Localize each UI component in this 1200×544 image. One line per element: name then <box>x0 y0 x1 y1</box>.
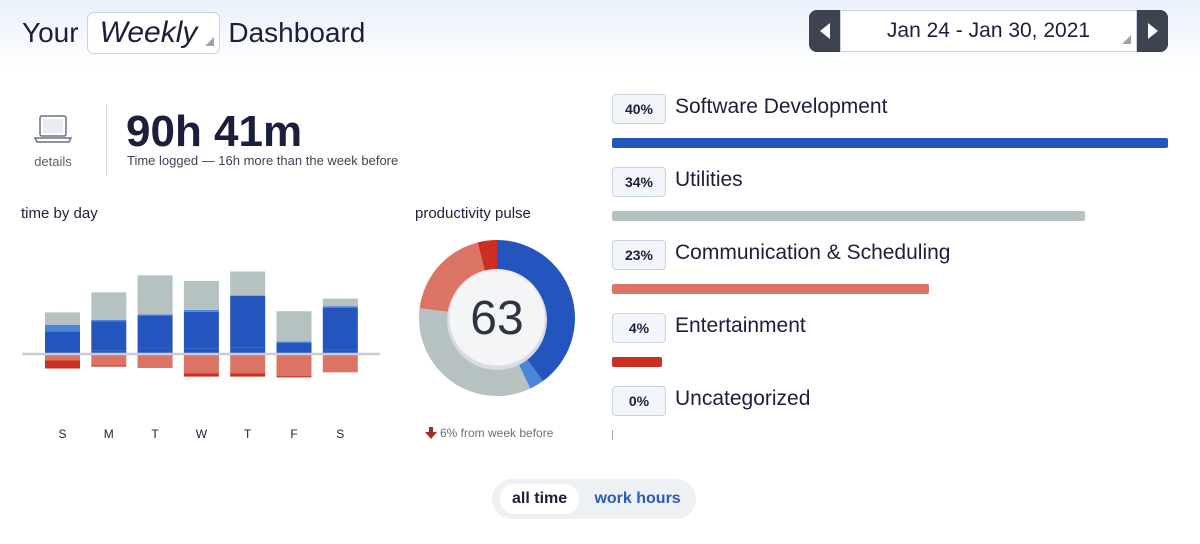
pulse-change: 6% from week before <box>425 426 553 440</box>
bar-segment-2-0[interactable] <box>137 348 173 354</box>
select-caret-icon <box>1122 35 1131 44</box>
bar-segment-5-5[interactable] <box>276 376 312 378</box>
previous-week-button[interactable] <box>809 10 840 52</box>
details-button[interactable]: details <box>24 114 82 169</box>
bar-segment-1-2[interactable] <box>91 320 127 322</box>
bar-segment-3-1[interactable] <box>183 311 219 349</box>
category-name: Entertainment <box>675 314 806 337</box>
bar-segment-1-3[interactable] <box>91 292 127 320</box>
title-prefix: Your <box>22 17 79 48</box>
category-name: Uncategorized <box>675 387 811 410</box>
bar-segment-0-5[interactable] <box>45 360 80 369</box>
work-hours-button[interactable]: work hours <box>594 490 681 507</box>
bar-segment-4-3[interactable] <box>230 271 266 296</box>
category-name: Software Development <box>675 95 888 118</box>
period-select-value: Weekly <box>99 16 198 49</box>
bar-segment-2-3[interactable] <box>137 275 173 315</box>
category-percent: 40% <box>612 94 666 124</box>
date-range-select[interactable]: Jan 24 - Jan 30, 2021 <box>840 10 1137 52</box>
day-tick-label: F <box>290 427 297 441</box>
date-range-label: Jan 24 - Jan 30, 2021 <box>886 19 1091 42</box>
bar-segment-4-5[interactable] <box>230 373 266 377</box>
bar-segment-6-2[interactable] <box>322 306 358 308</box>
bar-segment-3-2[interactable] <box>183 309 219 312</box>
bar-segment-2-5[interactable] <box>137 367 173 368</box>
category-bar <box>612 211 1085 221</box>
bar-segment-6-0[interactable] <box>322 349 358 354</box>
productivity-pulse-title: productivity pulse <box>415 205 531 222</box>
chevron-right-icon <box>1147 23 1158 39</box>
bar-segment-4-4[interactable] <box>230 354 266 374</box>
bar-segment-0-3[interactable] <box>45 312 80 325</box>
pulse-slice-3[interactable] <box>419 242 485 312</box>
bar-segment-1-0[interactable] <box>91 350 127 354</box>
chevron-left-icon <box>819 23 830 39</box>
category-name: Utilities <box>675 168 743 191</box>
category-percent: 4% <box>612 313 666 343</box>
bar-segment-3-0[interactable] <box>183 348 219 354</box>
day-tick-label: M <box>104 427 114 441</box>
time-by-day-title: time by day <box>21 205 98 222</box>
bar-segment-5-1[interactable] <box>276 342 312 352</box>
title-suffix: Dashboard <box>228 17 366 48</box>
productivity-pulse[interactable]: 63 <box>415 236 579 400</box>
pulse-center <box>448 269 546 367</box>
day-tick-label: S <box>58 427 66 441</box>
pulse-slice-2[interactable] <box>419 308 531 396</box>
bar-segment-6-3[interactable] <box>322 298 358 307</box>
date-navigator: Jan 24 - Jan 30, 2021 <box>809 10 1168 52</box>
bar-segment-3-3[interactable] <box>183 280 219 310</box>
dashboard-title: Your Weekly Dashboard <box>22 12 365 54</box>
category-bar <box>612 430 613 440</box>
summary-divider <box>106 104 107 176</box>
pulse-slice-0[interactable] <box>497 240 575 382</box>
total-time-subtitle: Time logged — 16h more than the week bef… <box>127 153 399 168</box>
day-tick-label: T <box>244 427 252 441</box>
bar-segment-1-5[interactable] <box>91 365 127 367</box>
productivity-pulse-donut <box>419 240 575 396</box>
category-name: Communication & Scheduling <box>675 241 951 264</box>
pulse-score: 63 <box>470 291 524 345</box>
time-filter-toggle: all time work hours <box>492 479 696 519</box>
bar-segment-5-4[interactable] <box>276 354 312 377</box>
next-week-button[interactable] <box>1137 10 1168 52</box>
bar-segment-3-4[interactable] <box>183 354 219 374</box>
bar-segment-1-1[interactable] <box>91 321 127 351</box>
category-percent: 23% <box>612 240 666 270</box>
bar-segment-4-1[interactable] <box>230 296 266 348</box>
bar-segment-3-5[interactable] <box>183 373 219 377</box>
category-bar <box>612 357 662 367</box>
bar-segment-4-2[interactable] <box>230 295 266 296</box>
category-percent: 34% <box>612 167 666 197</box>
select-caret-icon <box>205 37 215 46</box>
bar-segment-6-1[interactable] <box>322 308 358 350</box>
bar-segment-5-3[interactable] <box>276 311 312 342</box>
bar-segment-0-4[interactable] <box>45 354 80 361</box>
category-percent: 0% <box>612 386 666 416</box>
bar-segment-2-2[interactable] <box>137 314 173 316</box>
pulse-change-text: 6% from week before <box>440 426 554 440</box>
details-label: details <box>34 154 72 169</box>
day-tick-label: S <box>336 427 344 441</box>
pulse-slice-4[interactable] <box>477 240 497 271</box>
total-time: 90h 41m <box>126 107 303 156</box>
pulse-slice-1[interactable] <box>517 357 543 389</box>
bar-segment-6-4[interactable] <box>322 354 358 373</box>
bar-segment-0-2[interactable] <box>45 325 80 332</box>
all-time-button[interactable]: all time <box>500 484 580 514</box>
bar-segment-2-4[interactable] <box>137 354 173 368</box>
laptop-icon <box>34 115 72 143</box>
bar-segment-5-2[interactable] <box>276 341 312 343</box>
category-bar <box>612 284 929 294</box>
day-tick-label: W <box>196 427 208 441</box>
category-bar <box>612 138 1168 148</box>
bar-segment-0-1[interactable] <box>45 331 80 352</box>
bar-segment-2-1[interactable] <box>137 315 173 349</box>
period-select[interactable]: Weekly <box>86 12 221 54</box>
arrow-down-icon <box>425 427 437 439</box>
day-tick-label: T <box>151 427 159 441</box>
bar-segment-1-4[interactable] <box>91 354 127 366</box>
bar-segment-4-0[interactable] <box>230 347 266 354</box>
